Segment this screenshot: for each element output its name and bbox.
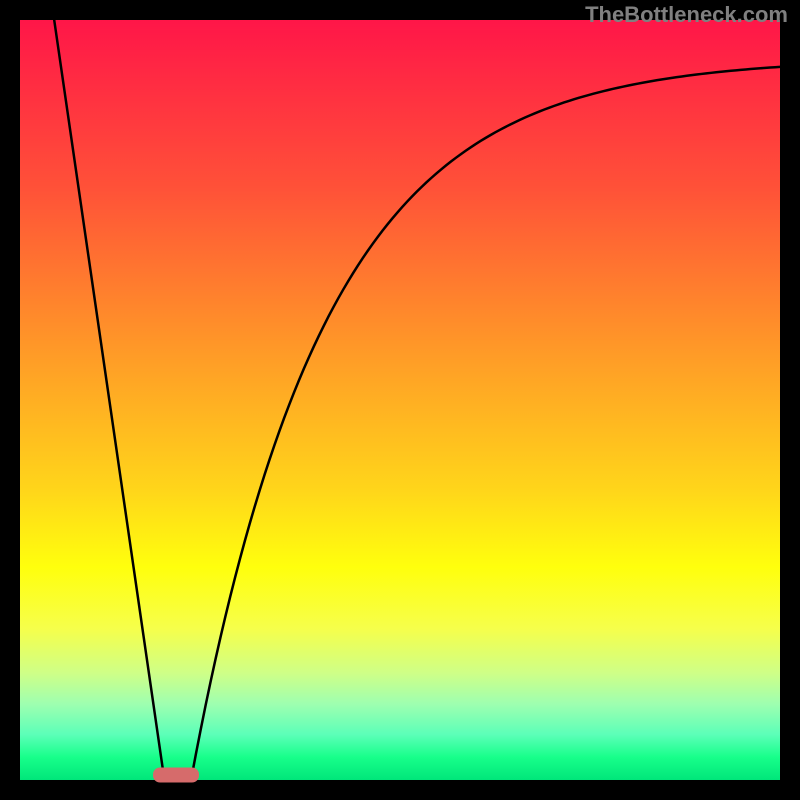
bottleneck-marker [153, 767, 199, 782]
curves-layer [20, 20, 780, 780]
watermark-text: TheBottleneck.com [585, 2, 788, 28]
plot-area [20, 20, 780, 780]
chart-root: TheBottleneck.com [0, 0, 800, 800]
